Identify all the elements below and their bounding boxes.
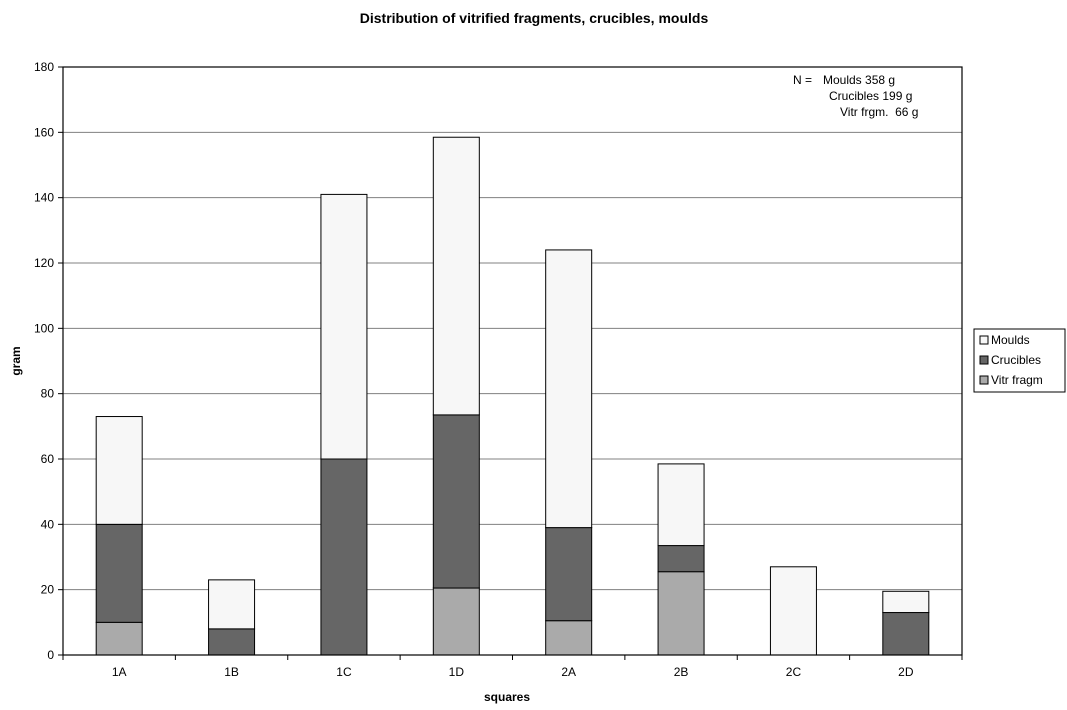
annotation-line-moulds: Moulds 358 g <box>823 73 895 87</box>
bar-segment-crucibles <box>545 527 593 622</box>
bar-segment-moulds <box>95 416 143 525</box>
annotation-line-vitr: Vitr frgm. 66 g <box>840 105 918 119</box>
y-tick-label: 160 <box>34 125 54 139</box>
legend: Moulds Crucibles Vitr fragm <box>973 328 1066 393</box>
y-tick-label: 80 <box>41 387 55 401</box>
annotation-line-crucibles: Crucibles 199 g <box>829 89 912 103</box>
y-tick-label: 180 <box>34 60 54 74</box>
x-tick-label: 2D <box>898 665 914 679</box>
bar-segment-crucibles <box>657 545 705 573</box>
bar-segment-vitr-fragm <box>545 620 593 656</box>
legend-swatch <box>979 335 989 345</box>
legend-swatch <box>979 355 989 365</box>
legend-label: Crucibles <box>991 353 1041 367</box>
legend-frame <box>973 328 1066 393</box>
x-tick-label: 2A <box>561 665 576 679</box>
x-tick-label: 1D <box>449 665 465 679</box>
plot-area-frame <box>62 66 963 656</box>
y-tick-label: 20 <box>41 583 55 597</box>
bar-segment-vitr-fragm <box>432 587 480 656</box>
y-axis-ticks: 0 20 40 60 80 100 120 140 160 180 <box>34 60 63 662</box>
bar-segment-vitr-fragm <box>95 621 143 656</box>
x-tick-label: 2B <box>674 665 689 679</box>
bar-segment-crucibles <box>432 414 480 589</box>
bar-segment-vitr-fragm <box>657 571 705 656</box>
bar-segment-moulds <box>545 249 593 529</box>
y-tick-label: 40 <box>41 517 55 531</box>
bar-segment-crucibles <box>95 523 143 623</box>
bar-segment-moulds <box>432 136 480 416</box>
annotation-prefix: N = <box>793 73 812 87</box>
y-tick-label: 100 <box>34 321 54 335</box>
bar-segment-moulds <box>208 579 256 630</box>
x-axis-title: squares <box>484 690 530 704</box>
y-tick-label: 120 <box>34 256 54 270</box>
gridlines <box>63 131 962 591</box>
legend-label: Vitr fragm <box>991 373 1043 387</box>
x-tick-label: 1C <box>336 665 352 679</box>
y-axis-title: gram <box>9 346 23 375</box>
y-tick-label: 60 <box>41 452 55 466</box>
bar-segment-moulds <box>320 193 368 460</box>
x-axis-ticks: 1A 1B 1C 1D 2A 2B 2C 2D <box>62 655 963 679</box>
legend-label: Moulds <box>991 333 1030 347</box>
y-tick-label: 140 <box>34 191 54 205</box>
x-tick-label: 2C <box>786 665 802 679</box>
bar-segment-crucibles <box>208 628 256 656</box>
bars-layer <box>95 136 930 656</box>
legend-swatch <box>979 375 989 385</box>
y-tick-label: 0 <box>47 648 54 662</box>
bar-segment-moulds <box>657 463 705 547</box>
bar-segment-moulds <box>882 590 930 614</box>
chart-title: Distribution of vitrified fragments, cru… <box>360 10 709 26</box>
total-annotation: N = Moulds 358 g Crucibles 199 g Vitr fr… <box>793 73 918 119</box>
x-tick-label: 1B <box>224 665 239 679</box>
bar-segment-moulds <box>769 566 817 656</box>
bar-segment-crucibles <box>320 458 368 656</box>
bar-segment-crucibles <box>882 612 930 656</box>
x-tick-label: 1A <box>112 665 127 679</box>
